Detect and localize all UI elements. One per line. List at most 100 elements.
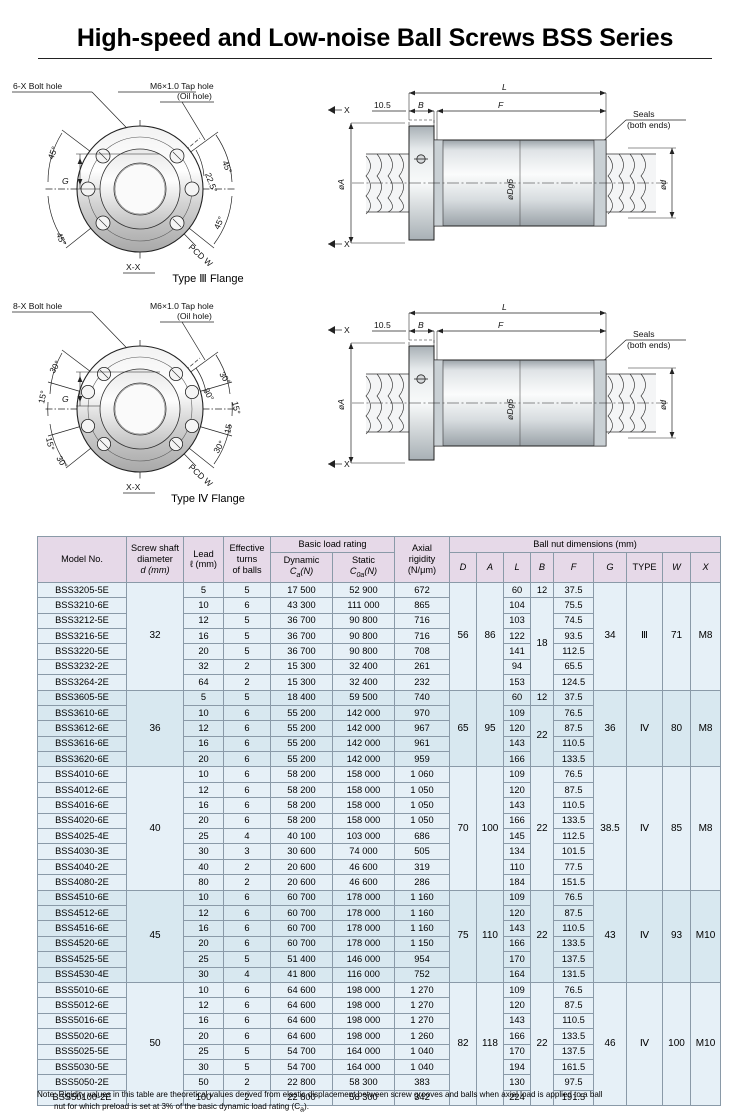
cell-axial-rigidity: 686 bbox=[394, 828, 450, 845]
cell-model-no: BSS3264-2E bbox=[37, 674, 127, 691]
cell-dim-L: 130 bbox=[503, 1074, 531, 1091]
angle-15-d-4: 15 bbox=[222, 423, 234, 435]
table-row[interactable]: BSS4030-3E 30 3 30 600 74 000 505 134 101.5 bbox=[37, 843, 721, 860]
cell-dim-L: 194 bbox=[503, 1058, 531, 1076]
cell-dim-L: 143 bbox=[503, 1012, 531, 1030]
cell-dynamic-ca: 54 700 bbox=[270, 1043, 333, 1060]
cell-dim-L: 184 bbox=[503, 874, 531, 891]
table-row[interactable]: BSS5016-6E 16 6 64 600 198 000 1 270 143 110.5 bbox=[37, 1012, 721, 1030]
cell-axial-rigidity: 716 bbox=[394, 612, 450, 629]
table-row[interactable]: BSS4010-6E 40 10 6 58 200 158 000 1 060 70 100 10… bbox=[37, 766, 722, 891]
cell-lead: 12 bbox=[183, 720, 224, 737]
cell-dim-W: 100 bbox=[662, 981, 691, 1107]
table-row[interactable]: BSS50100-2E 100 2 22 800 58 300 342 224 191.5 bbox=[37, 1089, 721, 1107]
cell-lead: 16 bbox=[183, 735, 224, 753]
table-row[interactable]: BSS5020-6E 20 6 64 600 198 000 1 260 166 133.5 bbox=[37, 1028, 721, 1045]
section-label-x-bottom-4: X bbox=[344, 459, 350, 469]
cell-lead: 5 bbox=[183, 689, 224, 706]
cell-dim-L: 164 bbox=[503, 966, 531, 983]
table-row[interactable]: BSS4525-5E 25 5 51 400 146 000 954 170 137.5 bbox=[37, 951, 721, 968]
table-row[interactable]: BSS3610-6E 10 6 55 200 142 000 970 109 22 76.5 bbox=[37, 704, 721, 768]
cell-static-c0a: 58 300 bbox=[332, 1089, 395, 1107]
cell-lead: 20 bbox=[183, 812, 224, 830]
table-row[interactable]: BSS3205-5E 32 5 5 17 500 52 900 672 56 86 60 12 37.… bbox=[37, 581, 722, 691]
cell-lead: 100 bbox=[183, 1089, 224, 1107]
cell-dim-L: 120 bbox=[503, 781, 531, 799]
table-row[interactable]: BSS4025-4E 25 4 40 100 103 000 686 145 112.5 bbox=[37, 828, 721, 845]
cell-axial-rigidity: 1 050 bbox=[394, 797, 450, 814]
table-row[interactable]: BSS5030-5E 30 5 54 700 164 000 1 040 194 161.5 bbox=[37, 1058, 721, 1076]
cell-dim-F: 76.5 bbox=[553, 889, 594, 907]
table-row[interactable]: BSS4516-6E 16 6 60 700 178 000 1 160 143 110.5 bbox=[37, 920, 721, 937]
table-row[interactable]: BSS4512-6E 12 6 60 700 178 000 1 160 120 87.5 bbox=[37, 904, 721, 922]
cell-model-no: BSS5020-6E bbox=[37, 1028, 127, 1045]
cell-model-no: BSS4080-2E bbox=[37, 874, 127, 891]
cell-effective-turns: 5 bbox=[223, 1043, 271, 1060]
th-static-symbol: C0a(N) bbox=[349, 565, 378, 579]
cell-dynamic-ca: 58 200 bbox=[270, 781, 333, 799]
table-row[interactable]: BSS3616-6E 16 6 55 200 142 000 961 143 110.5 bbox=[37, 735, 721, 753]
table-row[interactable]: BSS3612-6E 12 6 55 200 142 000 967 120 87.5 bbox=[37, 720, 721, 737]
th-W: W bbox=[662, 551, 691, 583]
cell-dim-W: 71 bbox=[662, 581, 691, 691]
th-basic-load-rating: Basic load rating bbox=[270, 536, 395, 553]
cell-effective-turns: 6 bbox=[223, 781, 271, 799]
table-row[interactable]: BSS3216-5E 16 5 36 700 90 800 716 122 93.5 bbox=[37, 627, 721, 645]
cell-lead: 10 bbox=[183, 597, 224, 614]
cell-lead: 10 bbox=[183, 889, 224, 907]
cell-static-c0a: 158 000 bbox=[332, 781, 395, 799]
cell-dynamic-ca: 55 200 bbox=[270, 735, 333, 753]
table-row[interactable]: BSS4510-6E 45 10 6 60 700 178 000 1 160 75 110 10… bbox=[37, 889, 722, 983]
cell-dim-L: 166 bbox=[503, 1028, 531, 1045]
cell-model-no: BSS3612-6E bbox=[37, 720, 127, 737]
section-marker-top-4 bbox=[328, 326, 342, 334]
table-row[interactable]: BSS4020-6E 20 6 58 200 158 000 1 050 166 133.5 bbox=[37, 812, 721, 830]
table-row[interactable]: BSS4520-6E 20 6 60 700 178 000 1 150 166 133.5 bbox=[37, 935, 721, 953]
th-TYPE: TYPE bbox=[626, 551, 663, 583]
table-row[interactable]: BSS3605-5E 36 5 5 18 400 59 500 740 65 95 60 12 37.… bbox=[37, 689, 722, 768]
cell-dim-F: 87.5 bbox=[553, 904, 594, 922]
table-row[interactable]: BSS5050-2E 50 2 22 800 58 300 383 130 97.5 bbox=[37, 1074, 721, 1091]
cell-axial-rigidity: 1 260 bbox=[394, 1028, 450, 1045]
cell-axial-rigidity: 708 bbox=[394, 643, 450, 660]
table-row[interactable]: BSS4040-2E 40 2 20 600 46 600 319 110 77.5 bbox=[37, 858, 721, 876]
cell-dim-L: 145 bbox=[503, 828, 531, 845]
th-B: B bbox=[530, 551, 554, 583]
table-row[interactable]: BSS3210-6E 10 6 43 300 111 000 865 104 18 75.5 bbox=[37, 597, 721, 691]
table-row[interactable]: BSS3220-5E 20 5 36 700 90 800 708 141 112.5 bbox=[37, 643, 721, 660]
cell-lead: 12 bbox=[183, 904, 224, 922]
cell-dynamic-ca: 60 700 bbox=[270, 920, 333, 937]
cell-static-c0a: 142 000 bbox=[332, 720, 395, 737]
cell-dim-F: 133.5 bbox=[553, 935, 594, 953]
cell-lead: 12 bbox=[183, 781, 224, 799]
table-row[interactable]: BSS4012-6E 12 6 58 200 158 000 1 050 120 87.5 bbox=[37, 781, 721, 799]
cell-dim-L: 122 bbox=[503, 627, 531, 645]
table-row[interactable]: BSS5010-6E 50 10 6 64 600 198 000 1 270 82 118 10… bbox=[37, 981, 722, 1107]
cell-model-no: BSS3205-5E bbox=[37, 581, 127, 599]
dim-F-4: F bbox=[498, 320, 504, 330]
cell-axial-rigidity: 1 160 bbox=[394, 904, 450, 922]
cell-static-c0a: 58 300 bbox=[332, 1074, 395, 1091]
cell-static-c0a: 178 000 bbox=[332, 889, 395, 907]
cell-dynamic-ca: 22 800 bbox=[270, 1074, 333, 1091]
cell-effective-turns: 3 bbox=[223, 843, 271, 860]
cell-axial-rigidity: 505 bbox=[394, 843, 450, 860]
cell-dim-F: 131.5 bbox=[553, 966, 594, 983]
cell-dynamic-ca: 30 600 bbox=[270, 843, 333, 860]
table-row[interactable]: BSS3620-6E 20 6 55 200 142 000 959 166 133.5 bbox=[37, 751, 721, 768]
cell-axial-rigidity: 342 bbox=[394, 1089, 450, 1107]
cell-static-c0a: 103 000 bbox=[332, 828, 395, 845]
label-seals-sub-4: (both ends) bbox=[627, 340, 671, 350]
table-row[interactable]: BSS4080-2E 80 2 20 600 46 600 286 184 151.5 bbox=[37, 874, 721, 891]
table-row[interactable]: BSS3264-2E 64 2 15 300 32 400 232 153 124.5 bbox=[37, 674, 721, 691]
cell-shaft-diameter: 50 bbox=[126, 981, 184, 1107]
cell-dim-L: 170 bbox=[503, 951, 531, 968]
cell-effective-turns: 6 bbox=[223, 735, 271, 753]
cell-dynamic-ca: 55 200 bbox=[270, 751, 333, 768]
cell-model-no: BSS4040-2E bbox=[37, 858, 127, 876]
cell-lead: 40 bbox=[183, 858, 224, 876]
cell-lead: 20 bbox=[183, 751, 224, 768]
table-row[interactable]: BSS5025-5E 25 5 54 700 164 000 1 040 170 137.5 bbox=[37, 1043, 721, 1060]
cell-axial-rigidity: 319 bbox=[394, 858, 450, 876]
dim-phiA-3: øA bbox=[336, 179, 346, 190]
